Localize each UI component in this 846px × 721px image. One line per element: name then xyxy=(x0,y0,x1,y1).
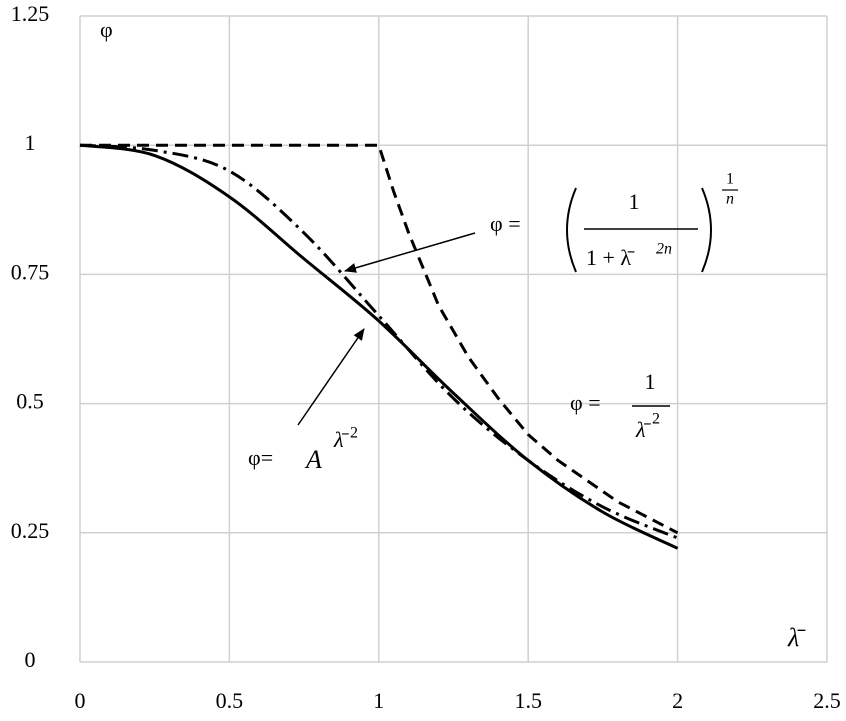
formula-exp-num: 1 xyxy=(726,171,734,188)
x-tick-label: 0 xyxy=(75,688,86,713)
y-tick-label: 0.5 xyxy=(16,389,44,414)
formula-num: 1 xyxy=(645,369,656,394)
formula-lead: φ = xyxy=(570,390,601,415)
x-tick-label: 1 xyxy=(373,688,384,713)
paren xyxy=(701,187,712,273)
y-tick-label: 0 xyxy=(25,647,36,672)
series-line xyxy=(79,143,679,550)
y-tick-label: 1 xyxy=(25,130,36,155)
x-axis-label: λ̄ xyxy=(787,623,806,652)
formula-den-exp: 2 xyxy=(652,411,660,428)
y-axis-label: φ xyxy=(100,17,113,42)
annotation-inverse: φ = 1 λ̄ 2 xyxy=(570,369,670,442)
y-tick-label: 1.25 xyxy=(11,1,50,26)
formula-den: 1 + λ̄ xyxy=(586,245,635,270)
formula-exp-exp: 2 xyxy=(350,425,358,442)
arrow xyxy=(297,328,365,426)
annotation-general: φ = 1 1 + λ̄ 2n 1 n xyxy=(344,171,738,273)
y-tick-label: 0.75 xyxy=(11,259,50,284)
x-tick-label: 2.5 xyxy=(813,688,841,713)
annotation-power: φ= A λ̄ 2 xyxy=(248,328,365,474)
formula-exp: λ̄ xyxy=(333,427,350,452)
grid xyxy=(79,15,828,663)
formula-lead: φ = xyxy=(490,211,521,236)
series-line xyxy=(80,143,679,535)
formula-den-exp: 2n xyxy=(656,241,672,258)
formula-lead: φ= xyxy=(248,445,273,470)
formula-base: A xyxy=(304,445,322,474)
x-tick-label: 1.5 xyxy=(514,688,542,713)
formula-den: λ̄ xyxy=(635,417,652,442)
y-tick-label: 0.25 xyxy=(11,518,50,543)
formula-num: 1 xyxy=(629,189,640,214)
ticks: 0 0.25 0.5 0.75 1 1.25 0 0.5 1 1.5 2 2.5 xyxy=(11,1,841,713)
formula-exp-den: n xyxy=(726,191,734,208)
lines xyxy=(79,143,679,550)
x-tick-label: 0.5 xyxy=(216,688,244,713)
x-tick-label: 2 xyxy=(672,688,683,713)
arrow xyxy=(344,232,476,273)
paren xyxy=(566,187,577,273)
series-line xyxy=(79,143,679,540)
